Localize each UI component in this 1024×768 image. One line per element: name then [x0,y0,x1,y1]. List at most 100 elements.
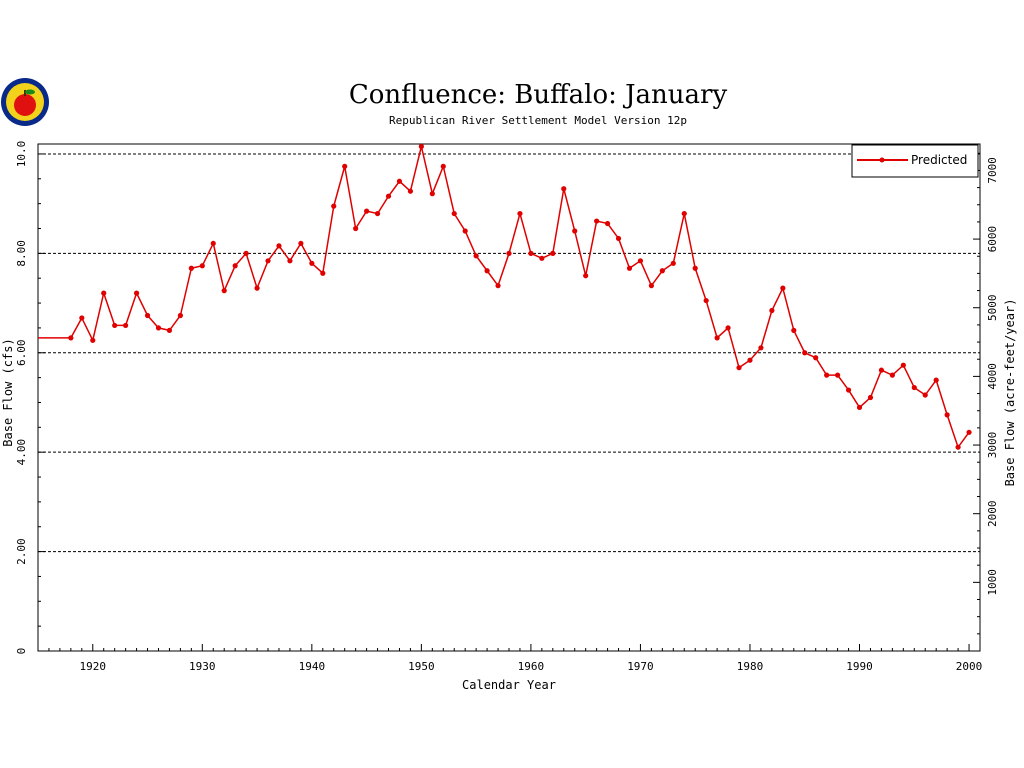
y2-tick-label: 1000 [986,569,999,596]
data-point [364,208,370,214]
data-point [911,384,917,391]
data-point [670,260,676,266]
data-point [966,429,972,435]
data-point [133,290,140,296]
data-point [353,225,359,232]
data-point [418,143,424,150]
data-point [374,210,381,217]
data-point [320,270,326,276]
data-point [758,345,764,351]
data-point [659,268,665,274]
series-predicted [38,143,972,450]
x-tick-label: 1970 [627,660,654,673]
data-point [188,265,194,271]
data-point [835,372,841,378]
data-point [747,357,753,363]
data-point [440,163,446,169]
grid-lines [38,153,980,553]
data-point [648,283,654,289]
data-point [900,362,906,368]
data-point [780,285,786,291]
y2-tick-label: 5000 [986,294,999,321]
series-line [38,146,970,449]
data-point [385,193,392,199]
data-point [583,273,589,279]
data-point [550,250,556,256]
data-point [265,258,271,264]
data-point [342,163,348,169]
data-point [791,327,797,333]
x-tick-label: 1950 [408,660,435,673]
data-point [528,250,534,256]
data-point [309,260,315,266]
y2-axis-label: Base Flow (acre-feet/year) [1003,299,1017,487]
y-tick-label: 8.00 [15,240,28,267]
legend-marker [879,157,885,163]
data-point [199,263,205,269]
data-point [703,297,709,304]
y2-tick-label: 3000 [986,432,999,459]
data-point [276,243,282,249]
data-point [736,365,742,371]
chart-title: Confluence: Buffalo: January [349,80,728,110]
data-point [396,178,403,184]
x-tick-label: 1940 [299,660,326,673]
apple-icon [14,94,36,116]
data-point [878,367,885,373]
data-point [112,322,118,329]
logo [1,78,49,126]
data-point [210,240,216,247]
data-point [769,307,775,314]
data-point [944,412,950,418]
data-point [572,228,578,234]
data-point [813,355,819,361]
legend-label-predicted: Predicted [911,153,967,167]
data-point [561,186,567,192]
y-tick-label: 0 [15,648,28,655]
y2-tick-label: 4000 [986,363,999,390]
data-point [922,392,928,398]
data-point [889,372,895,378]
x-tick-label: 1960 [518,660,545,673]
data-point [123,322,129,329]
x-tick-label: 1980 [737,660,764,673]
data-point [155,325,162,331]
data-point [298,240,304,247]
x-axis-label: Calendar Year [462,678,556,692]
data-point [232,263,238,269]
data-point [243,250,249,256]
y2-tick-label: 7000 [986,157,999,184]
data-point [79,315,85,321]
data-point [637,258,644,264]
y2-tick-label: 6000 [986,226,999,253]
x-tick-label: 2000 [956,660,983,673]
data-point [955,444,961,450]
data-point [517,210,523,217]
data-point [429,191,435,197]
y-tick-label: 10.0 [15,141,28,168]
data-point [287,258,293,264]
x-tick-label: 1990 [846,660,873,673]
data-point [473,253,479,259]
data-point [933,377,939,383]
legend: Predicted [851,144,979,178]
data-point [604,220,611,227]
x-axis: 1920 1930 1940 1950 1960 1970 1980 1990 2000 [37,644,983,673]
data-point [681,210,687,217]
data-point [845,387,852,393]
y-tick-label: 6.00 [15,340,28,367]
data-point [725,325,731,331]
y-tick-label: 2.00 [15,538,28,565]
data-point [539,255,545,261]
data-point [90,337,96,343]
data-point [714,335,720,341]
data-point [615,235,622,242]
y-tick-label: 4.00 [15,439,28,466]
plot-frame [37,143,981,652]
data-point [867,394,874,401]
x-tick-label: 1930 [189,660,216,673]
y-axis-left: 0 2.00 4.00 6.00 8.00 10.0 [15,141,45,655]
data-point [802,350,808,356]
data-point [495,283,501,289]
